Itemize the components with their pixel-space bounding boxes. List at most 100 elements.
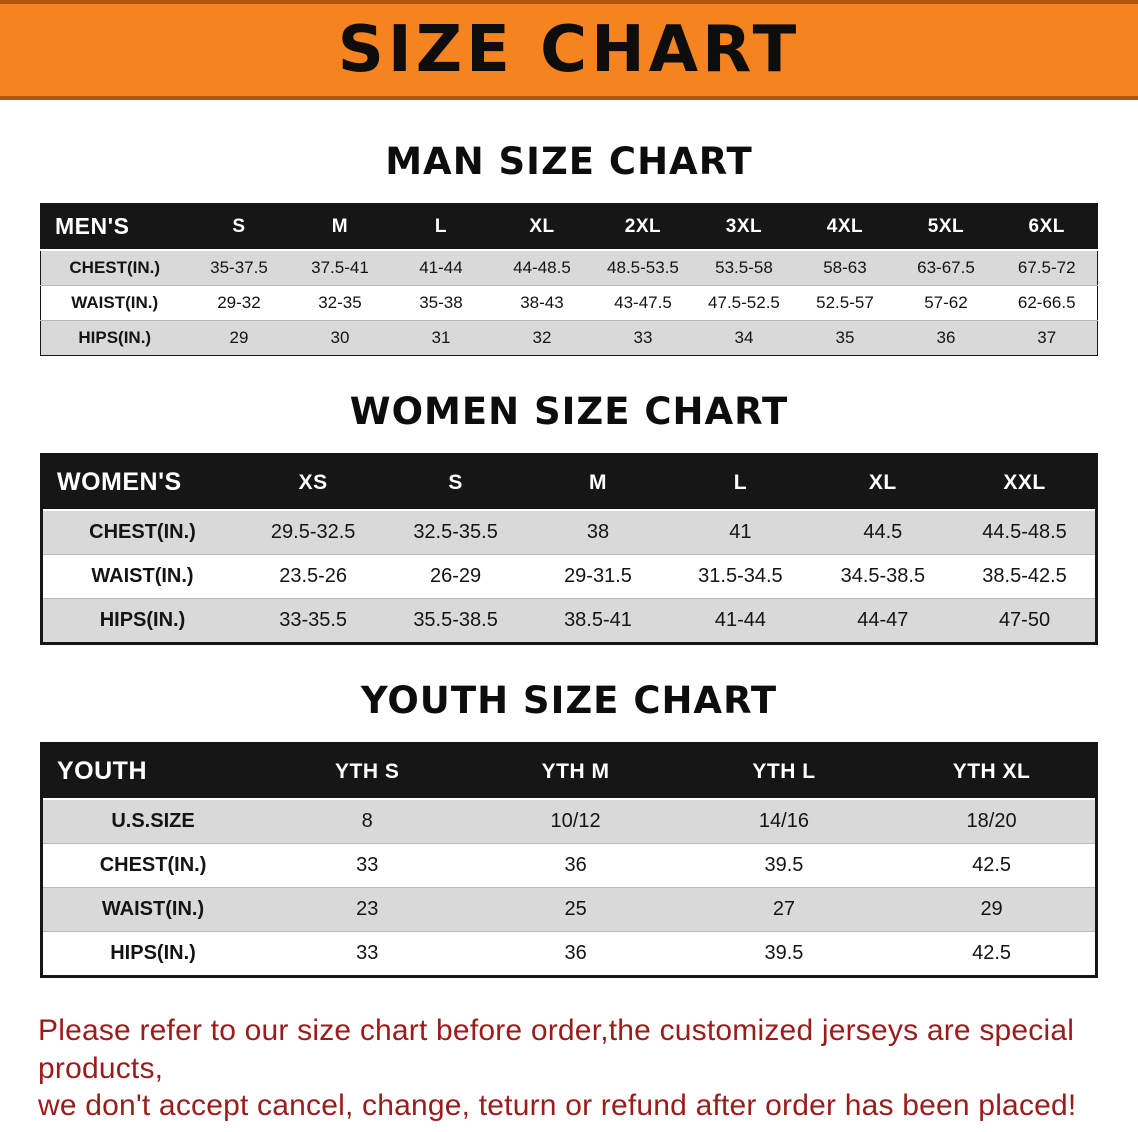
size-value-cell: 44.5-48.5	[982, 521, 1067, 543]
size-column-header: 2XL	[624, 215, 662, 237]
size-value-cell: 32	[532, 328, 552, 347]
table-row: WAIST(IN.) 29-32 32-35 35-38 38-43 43-47.5 47.…	[40, 285, 1098, 321]
men-table-title-cell: MEN'S	[55, 213, 130, 239]
size-value-cell: 57-62	[924, 293, 968, 312]
size-value-cell: 14/16	[758, 810, 809, 832]
size-value-cell: 38-43	[520, 293, 564, 312]
size-column-header: 3XL	[725, 215, 763, 237]
youth-table-body: U.S.SIZE 8 10/12 14/16 18/20 CHEST(IN.) 33 36 39…	[41, 799, 1097, 977]
size-value-cell: 39.5	[764, 942, 804, 964]
size-value-cell: 26-29	[429, 565, 482, 587]
size-column-header: XL	[529, 215, 555, 237]
row-label: WAIST(IN.)	[91, 565, 194, 587]
size-value-cell: 42.5	[972, 854, 1012, 876]
size-value-cell: 32-35	[318, 293, 362, 312]
size-value-cell: 35.5-38.5	[413, 609, 498, 631]
size-value-cell: 58-63	[823, 258, 867, 277]
row-label: WAIST(IN.)	[101, 898, 205, 920]
men-size-section: MAN SIZE CHART MEN'S S M L XL 2XL 3XL 4XL 5XL 6XL C…	[0, 140, 1138, 356]
row-label: WAIST(IN.)	[71, 293, 159, 312]
table-row: HIPS(IN.) 33 36 39.5 42.5	[41, 931, 1097, 977]
size-value-cell: 63-67.5	[917, 258, 975, 277]
size-column-header: 6XL	[1028, 215, 1065, 237]
size-value-cell: 29-31.5	[564, 565, 632, 587]
size-value-cell: 31	[431, 328, 451, 347]
women-table-title-cell: WOMEN'S	[57, 468, 182, 496]
men-table-body: CHEST(IN.) 35-37.5 37.5-41 41-44 44-48.5 48.5…	[40, 250, 1098, 356]
size-value-cell: 37	[1037, 328, 1057, 347]
table-row: WAIST(IN.) 23.5-26 26-29 29-31.5 31.5-34.5 34…	[41, 554, 1097, 599]
size-value-cell: 35-38	[419, 293, 463, 312]
size-value-cell: 8	[361, 810, 373, 832]
size-value-cell: 53.5-58	[715, 258, 773, 277]
youth-size-table: YOUTH YTH S YTH M YTH L YTH XL U.S.SIZE 8 10/12…	[40, 742, 1098, 978]
size-value-cell: 36	[564, 854, 587, 876]
size-value-cell: 34	[734, 328, 754, 347]
size-value-cell: 35-37.5	[210, 258, 268, 277]
size-value-cell: 47.5-52.5	[708, 293, 780, 312]
size-value-cell: 44.5	[863, 521, 903, 543]
disclaimer: Please refer to our size chart before or…	[38, 1012, 1100, 1125]
size-value-cell: 29	[229, 328, 249, 347]
size-value-cell: 35	[835, 328, 855, 347]
size-value-cell: 30	[330, 328, 350, 347]
women-size-table: WOMEN'S XS S M L XL XXL CHEST(IN.) 29.5-32.5 32.5…	[40, 453, 1098, 645]
youth-section-heading: YOUTH SIZE CHART	[360, 679, 778, 722]
size-value-cell: 52.5-57	[816, 293, 874, 312]
size-value-cell: 44-47	[857, 609, 909, 631]
size-value-cell: 38.5-42.5	[982, 565, 1067, 587]
size-column-header: S	[232, 215, 246, 237]
size-value-cell: 27	[772, 898, 796, 920]
size-value-cell: 41-44	[419, 258, 463, 277]
size-value-cell: 47-50	[998, 609, 1051, 631]
size-column-header: XS	[298, 470, 328, 494]
row-label: HIPS(IN.)	[99, 609, 186, 631]
size-value-cell: 38.5-41	[564, 609, 632, 631]
size-value-cell: 67.5-72	[1017, 258, 1076, 277]
table-row: U.S.SIZE 8 10/12 14/16 18/20	[41, 799, 1097, 844]
size-column-header: M	[331, 215, 349, 237]
size-value-cell: 29	[980, 898, 1003, 920]
page-title: SIZE CHART	[337, 13, 801, 87]
table-row: HIPS(IN.) 33-35.5 35.5-38.5 38.5-41 41-44 44-…	[41, 598, 1097, 644]
size-column-header: L	[733, 470, 748, 494]
row-label: CHEST(IN.)	[99, 854, 207, 876]
women-table-body: CHEST(IN.) 29.5-32.5 32.5-35.5 38 41 44.5 44.5…	[41, 510, 1097, 644]
size-value-cell: 43-47.5	[614, 293, 672, 312]
men-size-table: MEN'S S M L XL 2XL 3XL 4XL 5XL 6XL CHEST(IN.) 35-37…	[40, 203, 1098, 356]
row-label: HIPS(IN.)	[78, 328, 152, 347]
table-row: CHEST(IN.) 35-37.5 37.5-41 41-44 44-48.5 48.5…	[40, 250, 1098, 286]
women-section-heading: WOMEN SIZE CHART	[349, 390, 789, 433]
size-value-cell: 38	[586, 521, 610, 543]
size-value-cell: 42.5	[972, 942, 1012, 964]
men-section-heading: MAN SIZE CHART	[385, 140, 753, 183]
size-value-cell: 29.5-32.5	[270, 521, 356, 543]
size-column-header: 5XL	[927, 215, 965, 237]
size-value-cell: 18/20	[966, 810, 1017, 832]
men-header-row: MEN'S S M L XL 2XL 3XL 4XL 5XL 6XL	[40, 203, 1098, 250]
size-value-cell: 41-44	[714, 609, 766, 631]
size-value-cell: 48.5-53.5	[607, 258, 679, 277]
size-value-cell: 33	[633, 328, 653, 347]
row-label: U.S.SIZE	[111, 810, 195, 832]
size-value-cell: 41	[729, 521, 752, 543]
women-size-section: WOMEN SIZE CHART WOMEN'S XS S M L XL XXL CHEST(I…	[0, 390, 1138, 645]
size-value-cell: 32.5-35.5	[413, 521, 498, 543]
size-value-cell: 37.5-41	[311, 258, 369, 277]
row-label: CHEST(IN.)	[89, 521, 196, 543]
size-value-cell: 39.5	[764, 854, 804, 876]
disclaimer-line-1: Please refer to our size chart before or…	[38, 1014, 1075, 1085]
size-column-header: L	[434, 215, 448, 237]
men-table-head: MEN'S S M L XL 2XL 3XL 4XL 5XL 6XL	[40, 203, 1098, 250]
size-value-cell: 31.5-34.5	[698, 565, 783, 587]
youth-header-row: YOUTH YTH S YTH M YTH L YTH XL	[41, 743, 1097, 799]
size-column-header: 4XL	[826, 215, 864, 237]
size-value-cell: 29-32	[217, 293, 261, 312]
size-value-cell: 62-66.5	[1017, 293, 1076, 312]
size-value-cell: 33-35.5	[279, 609, 348, 631]
size-value-cell: 10/12	[550, 810, 601, 832]
size-value-cell: 33	[356, 942, 379, 964]
women-header-row: WOMEN'S XS S M L XL XXL	[41, 454, 1097, 510]
disclaimer-line-2: we don't accept cancel, change, teturn o…	[38, 1089, 1077, 1122]
size-value-cell: 33	[356, 854, 379, 876]
